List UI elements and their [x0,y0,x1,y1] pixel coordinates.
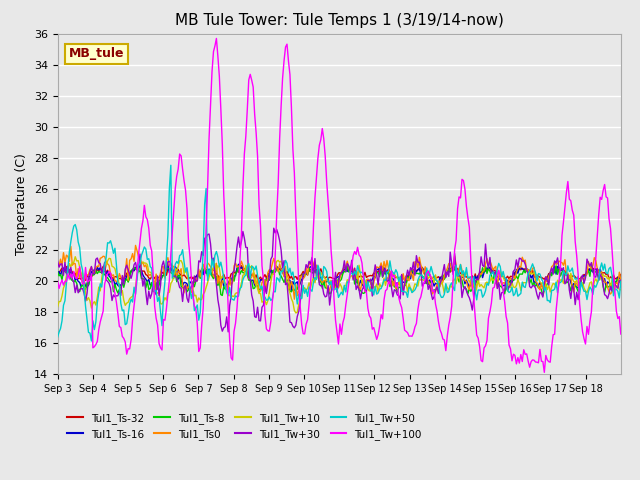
Tul1_Ts-32 [542,274,550,280]
Tul1_Tw+50 [92,319,100,325]
Tul1_Ts-16 [542,276,550,282]
Tul1_Tw+50 [346,268,354,274]
Tul1_Ts-32 [237,263,245,269]
Tul1_Tw+50 [616,295,623,301]
Tul1_Ts-8 [344,263,351,269]
Line: Tul1_Tw+10: Tul1_Tw+10 [58,257,621,313]
Tul1_Tw+10 [542,282,550,288]
Tul1_Tw+10 [617,287,625,293]
Tul1_Tw+10 [72,254,79,260]
Line: Tul1_Ts-8: Tul1_Ts-8 [58,264,621,296]
Tul1_Tw+30 [90,271,98,276]
Tul1_Tw+30 [542,274,550,280]
Title: MB Tule Tower: Tule Temps 1 (3/19/14-now): MB Tule Tower: Tule Temps 1 (3/19/14-now… [175,13,504,28]
Tul1_Tw+100 [73,276,81,282]
Tul1_Ts0 [132,242,140,248]
Tul1_Tw+10 [346,274,354,279]
Tul1_Ts0 [90,270,98,276]
Tul1_Ts-16 [458,275,466,280]
Y-axis label: Temperature (C): Temperature (C) [15,153,28,255]
Line: Tul1_Tw+30: Tul1_Tw+30 [58,228,621,332]
Text: MB_tule: MB_tule [69,48,124,60]
Tul1_Tw+50 [458,271,466,277]
Tul1_Tw+50 [88,338,95,344]
Tul1_Ts-8 [90,272,98,277]
Tul1_Ts-16 [235,262,243,267]
Legend: Tul1_Ts-32, Tul1_Ts-16, Tul1_Ts-8, Tul1_Ts0, Tul1_Tw+10, Tul1_Tw+30, Tul1_Tw+50,: Tul1_Ts-32, Tul1_Ts-16, Tul1_Ts-8, Tul1_… [63,409,426,444]
Tul1_Tw+50 [73,227,81,233]
Line: Tul1_Ts-32: Tul1_Ts-32 [58,266,621,280]
Tul1_Ts0 [346,269,354,275]
Tul1_Tw+100 [345,280,353,286]
Tul1_Ts0 [617,277,625,283]
Tul1_Ts0 [616,269,623,275]
Tul1_Tw+100 [541,370,548,375]
Tul1_Tw+10 [458,268,466,274]
Tul1_Ts-16 [346,269,354,275]
Tul1_Ts-8 [541,287,548,293]
Tul1_Ts-32 [90,269,98,275]
Tul1_Ts-16 [73,275,81,281]
Tul1_Tw+10 [292,310,300,316]
Tul1_Tw+50 [54,334,61,340]
Tul1_Ts0 [458,267,466,273]
Tul1_Tw+10 [74,258,82,264]
Tul1_Tw+50 [542,285,550,290]
Tul1_Ts-8 [588,262,595,267]
Tul1_Tw+30 [225,329,232,335]
Tul1_Ts-32 [73,275,81,281]
Tul1_Tw+10 [616,287,623,292]
Tul1_Tw+30 [270,225,278,231]
Tul1_Tw+30 [617,277,625,283]
Tul1_Ts0 [54,261,61,267]
Tul1_Tw+100 [616,314,623,320]
Tul1_Tw+100 [542,353,550,359]
Tul1_Tw+30 [458,295,466,300]
Line: Tul1_Ts0: Tul1_Ts0 [58,245,621,299]
Tul1_Ts-8 [539,293,547,299]
Tul1_Ts-16 [617,273,625,279]
Tul1_Ts-32 [458,270,466,276]
Line: Tul1_Tw+50: Tul1_Tw+50 [58,165,621,341]
Tul1_Ts-16 [287,288,295,293]
Tul1_Tw+100 [212,36,220,41]
Line: Tul1_Ts-16: Tul1_Ts-16 [58,264,621,290]
Tul1_Ts-8 [73,280,81,286]
Tul1_Tw+100 [54,278,61,284]
Tul1_Tw+10 [92,302,100,308]
Tul1_Tw+30 [346,269,354,275]
Tul1_Ts-16 [54,269,61,275]
Tul1_Ts-32 [54,270,61,276]
Tul1_Tw+100 [90,344,98,349]
Tul1_Tw+100 [617,331,625,337]
Tul1_Tw+30 [73,282,81,288]
Tul1_Ts-16 [90,266,98,272]
Tul1_Tw+30 [616,278,623,284]
Tul1_Ts-8 [455,279,463,285]
Tul1_Ts-32 [345,266,353,272]
Tul1_Ts0 [73,275,81,280]
Line: Tul1_Tw+100: Tul1_Tw+100 [58,38,621,372]
Tul1_Ts-16 [616,276,623,282]
Tul1_Tw+50 [167,162,175,168]
Tul1_Ts-8 [616,279,623,285]
Tul1_Ts-8 [617,278,625,284]
Tul1_Ts0 [291,296,298,302]
Tul1_Tw+30 [54,258,61,264]
Tul1_Ts0 [542,277,550,283]
Tul1_Ts-32 [401,277,408,283]
Tul1_Tw+10 [54,304,61,310]
Tul1_Ts-8 [54,269,61,275]
Tul1_Ts-32 [616,276,623,281]
Tul1_Tw+100 [457,195,465,201]
Tul1_Tw+50 [617,278,625,284]
Tul1_Ts-32 [617,272,625,277]
